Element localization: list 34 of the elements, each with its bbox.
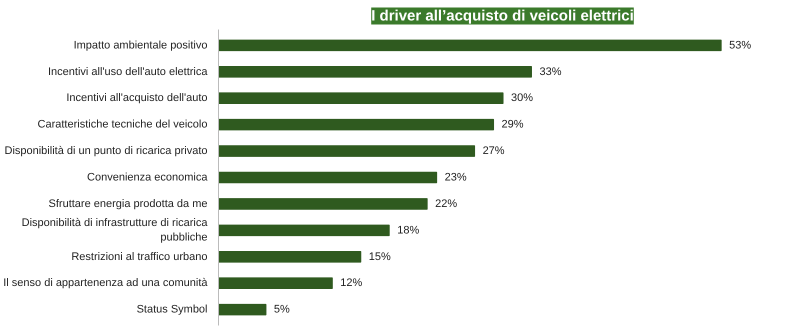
y-tick-label: Incentivi all'acquisto dell'auto [66,92,208,104]
bar [218,172,438,184]
data-label: 53% [729,39,752,52]
y-tick-label: Restrizioni al traffico urbano [71,250,208,263]
y-tick-label: Il senso di appartenenza ad una comunità [3,277,208,290]
data-label: 5% [274,304,290,316]
bar [218,251,362,263]
bar [218,277,333,289]
data-label: 18% [397,224,420,236]
data-label: 23% [444,172,467,184]
chart-title: I driver all’acquisto di veicoli elettrici [371,8,634,24]
y-tick-label: Incentivi all'uso dell'auto elettrica [48,66,208,78]
data-label: 30% [511,92,534,104]
bar [218,198,428,210]
y-tick-label: Impatto ambientale positivo [74,39,208,52]
y-tick-label: Disponibilità di un punto di ricarica privato [4,145,208,158]
y-tick-label: Caratteristiche tecniche del veicolo [38,118,208,131]
bar [218,304,266,316]
bar [218,224,390,236]
bar [218,118,494,130]
bar [218,92,504,104]
y-tick-label: Status Symbol [136,304,208,316]
y-tick-label: Convenienza economica [87,172,208,184]
y-tick-label: Disponibilità di infrastrutture di ricarica pubbliche [22,217,208,244]
data-label: 29% [502,118,524,131]
data-label: 12% [340,277,363,290]
data-label: 27% [482,145,505,158]
bar [218,145,476,157]
y-tick-label: Sfruttare energia prodotta da me [48,198,208,210]
data-label: 15% [368,250,391,263]
data-label: 33% [539,66,562,78]
data-label: 22% [435,198,458,210]
bar [218,40,722,52]
bar [218,66,532,78]
